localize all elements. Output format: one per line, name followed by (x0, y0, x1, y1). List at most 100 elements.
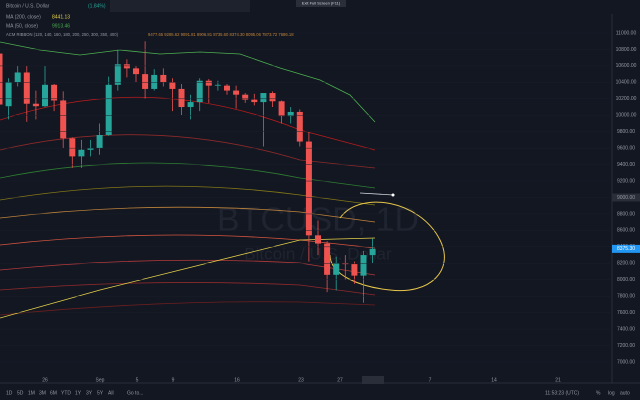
candle-body (251, 99, 258, 103)
candle-body (114, 64, 121, 85)
candle-body (105, 84, 112, 135)
y-tick-label: 7400.00 (617, 326, 635, 332)
candle-body (123, 64, 130, 69)
x-tick-label: 23 (298, 377, 304, 383)
candle-body (269, 93, 276, 102)
range-button[interactable]: 5Y (97, 390, 104, 396)
y-tick-label: 9000.00 (617, 195, 635, 201)
indicator-name: MA (50, close) (6, 23, 38, 29)
candle-body (178, 88, 185, 108)
candle-body (360, 255, 367, 276)
drawing-toolbar[interactable] (110, 0, 250, 12)
indicator-value: 9913.46 (52, 23, 70, 29)
candle-body (133, 68, 139, 75)
candle-body (278, 101, 285, 117)
y-tick-label: 7000.00 (617, 359, 635, 365)
x-tick-label: 7 (429, 377, 432, 383)
clock: 11:53:23 (UTC) (545, 390, 579, 396)
time-axis: 26Sep59162327Oct71421 (42, 376, 561, 384)
candle-body (23, 72, 30, 104)
x-tick-label: 9 (172, 377, 175, 383)
candle-body (5, 82, 12, 107)
scale-option[interactable]: log (608, 390, 615, 396)
candle-body (324, 243, 331, 275)
tooltip-box (296, 0, 346, 7)
y-tick-label: 8000.00 (617, 277, 635, 283)
range-button[interactable]: YTD (61, 390, 71, 396)
range-button[interactable]: 1Y (75, 390, 82, 396)
range-button[interactable]: 1D (6, 390, 13, 396)
range-button[interactable]: 3Y (86, 390, 93, 396)
x-tick-label: 14 (491, 377, 497, 383)
x-tick-label: 27 (337, 377, 343, 383)
last-price-label: 8375.30 (617, 246, 635, 252)
ma-50 (0, 41, 376, 123)
ribbon-line (0, 259, 376, 276)
candle-body (14, 72, 21, 83)
toolbar[interactable] (110, 0, 250, 12)
x-tick-label: 21 (555, 377, 561, 383)
range-button[interactable]: All (108, 390, 114, 396)
y-tick-label: 9200.00 (617, 178, 635, 184)
candle-body (196, 80, 203, 103)
ribbon-line (0, 282, 376, 296)
y-tick-label: 8800.00 (617, 211, 635, 217)
candle-body (351, 264, 358, 276)
indicator-value: 9477.65 9285.62 9091.81 8906.81 8735.60 … (148, 32, 294, 37)
candle-body (287, 111, 294, 117)
date-highlight (362, 376, 384, 384)
candle-body (0, 53, 3, 105)
candle-body (169, 82, 176, 89)
ribbon-line (0, 134, 376, 169)
range-button[interactable]: 6M (50, 390, 57, 396)
candle-body (333, 263, 340, 275)
candle-body (42, 84, 48, 107)
footer: 1D 5D 1M 3M 6M YTD 1Y 3Y 5Y All Go to... 11:53:23 (… (6, 390, 630, 396)
candle-body (187, 102, 194, 108)
candle-body (233, 90, 240, 95)
candle-body (32, 103, 39, 107)
candles (0, 41, 376, 303)
y-tick-label: 10600.00 (616, 63, 637, 69)
ribbon-line (0, 162, 376, 189)
candle-body (315, 235, 321, 244)
indicator-name: ACM RIBBON (120, 140, 160, 180, 200, 250… (6, 32, 119, 37)
goto-button[interactable]: Go to... (127, 390, 143, 396)
y-tick-label: 9400.00 (617, 162, 635, 168)
last-price-box (612, 244, 640, 253)
tooltip: Exit Full Screen (F11) (302, 1, 341, 6)
candle-body (51, 84, 58, 101)
candle-body (342, 263, 349, 265)
range-button[interactable]: 5D (17, 390, 24, 396)
x-tick-label: 26 (42, 377, 48, 383)
y-tick-label: 9800.00 (617, 129, 635, 135)
y-tick-label: 10200.00 (616, 96, 637, 102)
candle-body (214, 84, 221, 86)
ribbon-line (0, 96, 376, 151)
indicator-lines (0, 41, 376, 319)
scale-option[interactable]: auto (620, 390, 630, 396)
drawn-ellipse (329, 201, 445, 292)
candle-body (205, 80, 212, 86)
candle-body (87, 148, 94, 150)
y-tick-label: 9600.00 (617, 145, 635, 151)
range-button[interactable]: 1M (28, 390, 35, 396)
ribbon-line (0, 234, 376, 249)
ribbon-line (0, 301, 376, 316)
scale-option[interactable]: % (596, 390, 601, 396)
candle-body (369, 248, 376, 256)
y-tick-label: 11000.00 (616, 30, 637, 36)
symbol: Bitcoin / U.S. Dollar (6, 3, 50, 9)
candle-body (296, 111, 303, 142)
candle-body (69, 138, 76, 157)
price-axis: 11000.00 10800.00 10600.00 10400.00 10200.00… (0, 30, 640, 365)
ribbon-line (0, 206, 376, 223)
range-button[interactable]: 3M (39, 390, 46, 396)
candle-body (242, 94, 249, 100)
y-tick-label: 7800.00 (617, 294, 635, 300)
price-highlight (612, 193, 640, 202)
y-tick-label: 10400.00 (616, 80, 637, 86)
x-tick-label: Sep (96, 377, 105, 383)
